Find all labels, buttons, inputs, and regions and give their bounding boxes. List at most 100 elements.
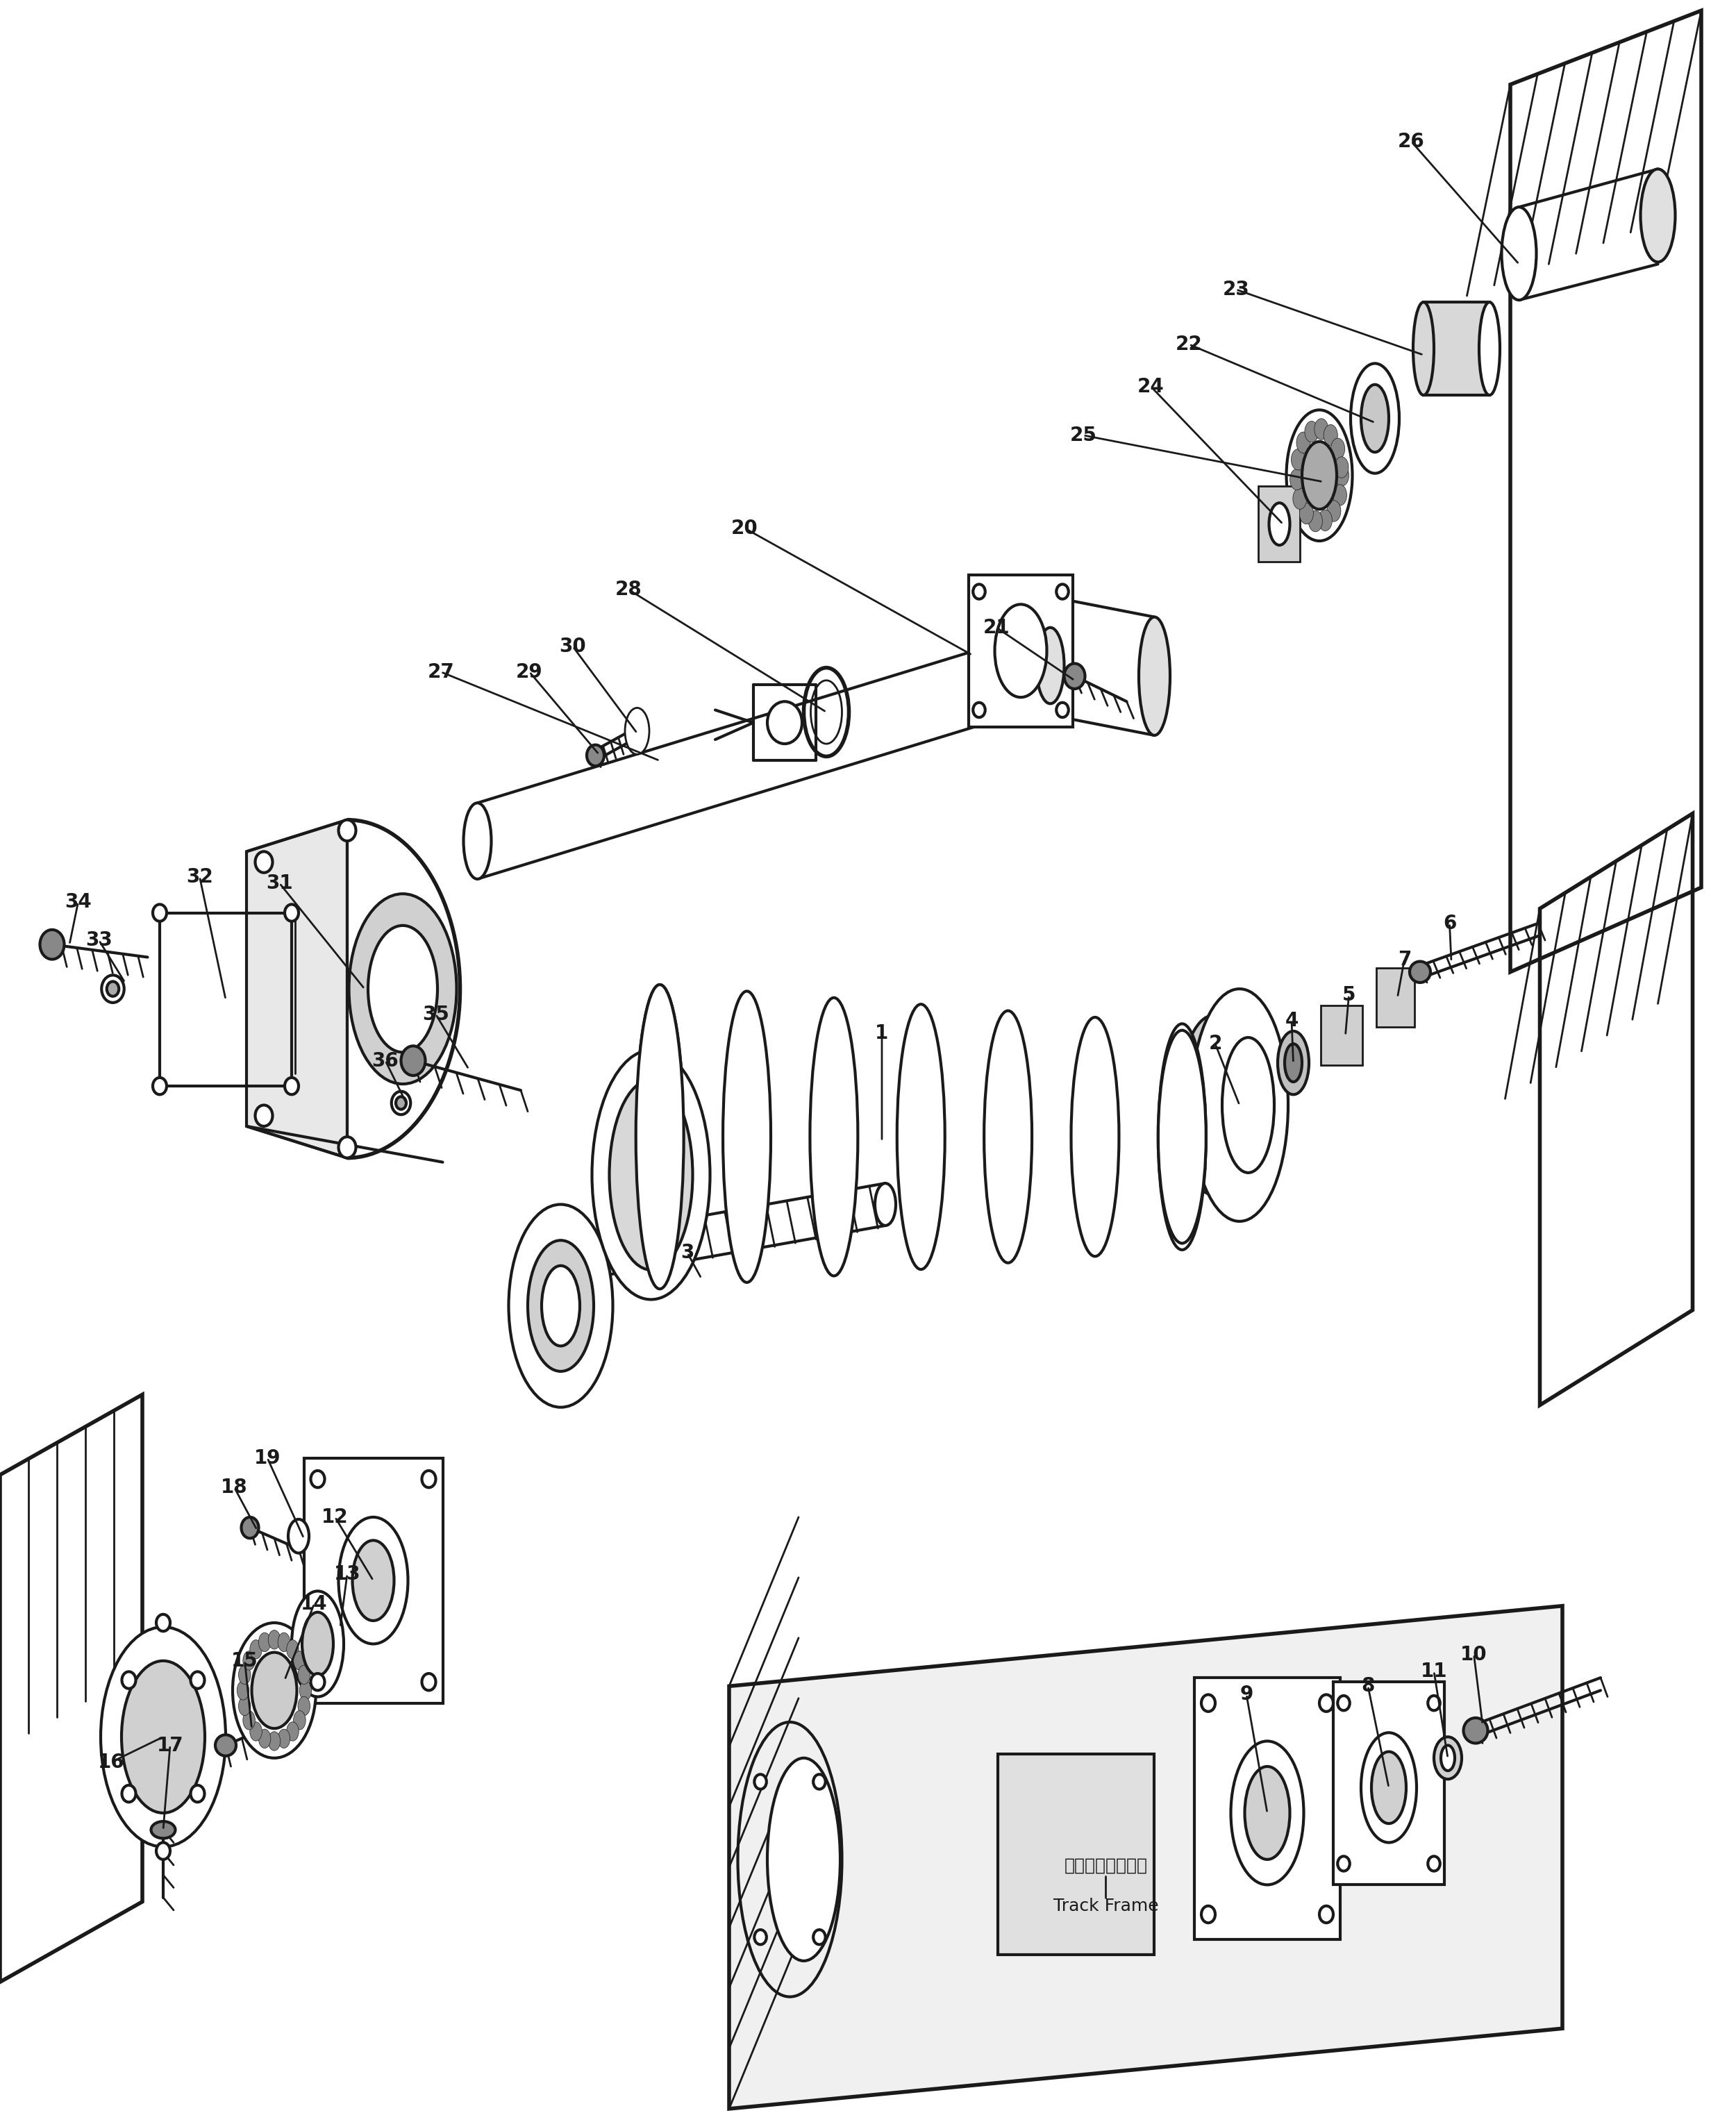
Ellipse shape — [292, 1591, 344, 1697]
Ellipse shape — [241, 1517, 259, 1538]
Text: 27: 27 — [427, 661, 455, 682]
Text: 24: 24 — [1137, 376, 1165, 397]
Ellipse shape — [339, 1517, 408, 1644]
Ellipse shape — [635, 985, 684, 1289]
Text: トラックフレーム: トラックフレーム — [1064, 1857, 1147, 1874]
Ellipse shape — [101, 1627, 226, 1847]
Ellipse shape — [972, 702, 984, 718]
Ellipse shape — [1427, 1695, 1441, 1709]
Ellipse shape — [339, 820, 356, 841]
Ellipse shape — [1434, 1737, 1462, 1779]
Ellipse shape — [108, 980, 120, 997]
Ellipse shape — [755, 1929, 767, 1944]
Text: 26: 26 — [1397, 131, 1425, 152]
Text: 29: 29 — [516, 661, 543, 682]
Bar — [1321, 1006, 1363, 1065]
Ellipse shape — [122, 1661, 205, 1813]
Text: 4: 4 — [1285, 1010, 1299, 1031]
Ellipse shape — [1055, 583, 1069, 600]
Text: 30: 30 — [559, 636, 587, 657]
Ellipse shape — [238, 1697, 250, 1716]
Ellipse shape — [1179, 1016, 1248, 1196]
Text: 23: 23 — [1222, 279, 1250, 300]
Ellipse shape — [238, 1665, 250, 1684]
Ellipse shape — [349, 894, 457, 1084]
Ellipse shape — [156, 1843, 170, 1859]
Ellipse shape — [250, 1722, 262, 1741]
Ellipse shape — [722, 991, 771, 1283]
Bar — [1333, 1682, 1444, 1885]
Ellipse shape — [554, 1240, 575, 1283]
Ellipse shape — [1158, 1031, 1207, 1242]
Ellipse shape — [286, 1722, 299, 1741]
Ellipse shape — [259, 1728, 271, 1747]
Ellipse shape — [875, 1183, 896, 1226]
Ellipse shape — [1323, 425, 1337, 446]
Ellipse shape — [767, 1758, 840, 1961]
Text: 31: 31 — [266, 873, 293, 894]
Ellipse shape — [1285, 1044, 1302, 1082]
Text: 18: 18 — [220, 1477, 248, 1498]
Polygon shape — [247, 820, 347, 1158]
Ellipse shape — [1297, 431, 1311, 452]
Ellipse shape — [311, 1471, 325, 1488]
Ellipse shape — [352, 1540, 394, 1621]
Text: 5: 5 — [1342, 985, 1356, 1006]
Ellipse shape — [1351, 363, 1399, 473]
Ellipse shape — [153, 904, 167, 921]
Ellipse shape — [1335, 456, 1349, 478]
Text: 35: 35 — [422, 1004, 450, 1025]
Ellipse shape — [278, 1633, 290, 1652]
Ellipse shape — [542, 1266, 580, 1346]
Ellipse shape — [812, 1775, 825, 1790]
Ellipse shape — [1290, 469, 1304, 490]
Ellipse shape — [1286, 410, 1352, 541]
Ellipse shape — [1361, 385, 1389, 452]
Text: 22: 22 — [1175, 334, 1203, 355]
Text: 36: 36 — [372, 1050, 399, 1071]
Ellipse shape — [1337, 1855, 1351, 1872]
Ellipse shape — [299, 1665, 311, 1684]
Ellipse shape — [738, 1722, 842, 1997]
Ellipse shape — [1309, 511, 1323, 532]
Text: 34: 34 — [64, 892, 92, 913]
Bar — [304, 1458, 443, 1703]
Ellipse shape — [464, 803, 491, 879]
Bar — [969, 575, 1073, 727]
Ellipse shape — [972, 583, 984, 600]
Ellipse shape — [288, 1519, 309, 1553]
Text: 19: 19 — [253, 1447, 281, 1469]
Ellipse shape — [1269, 503, 1290, 545]
Ellipse shape — [1222, 1037, 1274, 1173]
Ellipse shape — [1441, 1745, 1455, 1771]
Text: 2: 2 — [1208, 1033, 1222, 1054]
Ellipse shape — [1302, 442, 1337, 509]
Text: 15: 15 — [231, 1650, 259, 1671]
Ellipse shape — [1305, 420, 1319, 442]
Text: 28: 28 — [615, 579, 642, 600]
Ellipse shape — [1064, 663, 1085, 689]
Ellipse shape — [401, 1046, 425, 1076]
Ellipse shape — [243, 1712, 255, 1731]
Text: 14: 14 — [300, 1593, 328, 1614]
Text: 17: 17 — [156, 1735, 184, 1756]
Ellipse shape — [509, 1204, 613, 1407]
Ellipse shape — [995, 604, 1047, 697]
Ellipse shape — [1201, 1695, 1215, 1712]
Ellipse shape — [1318, 509, 1332, 530]
Ellipse shape — [1036, 628, 1064, 704]
Ellipse shape — [191, 1671, 205, 1688]
Ellipse shape — [1191, 989, 1288, 1221]
Ellipse shape — [422, 1471, 436, 1488]
Ellipse shape — [767, 702, 802, 744]
Ellipse shape — [1479, 302, 1500, 395]
Ellipse shape — [153, 1078, 167, 1095]
Bar — [1424, 302, 1489, 395]
Ellipse shape — [311, 1673, 325, 1690]
Ellipse shape — [156, 1614, 170, 1631]
Ellipse shape — [1463, 1718, 1488, 1743]
Ellipse shape — [269, 1631, 281, 1648]
Text: 21: 21 — [983, 617, 1010, 638]
Ellipse shape — [255, 1105, 273, 1126]
Ellipse shape — [1335, 465, 1349, 486]
